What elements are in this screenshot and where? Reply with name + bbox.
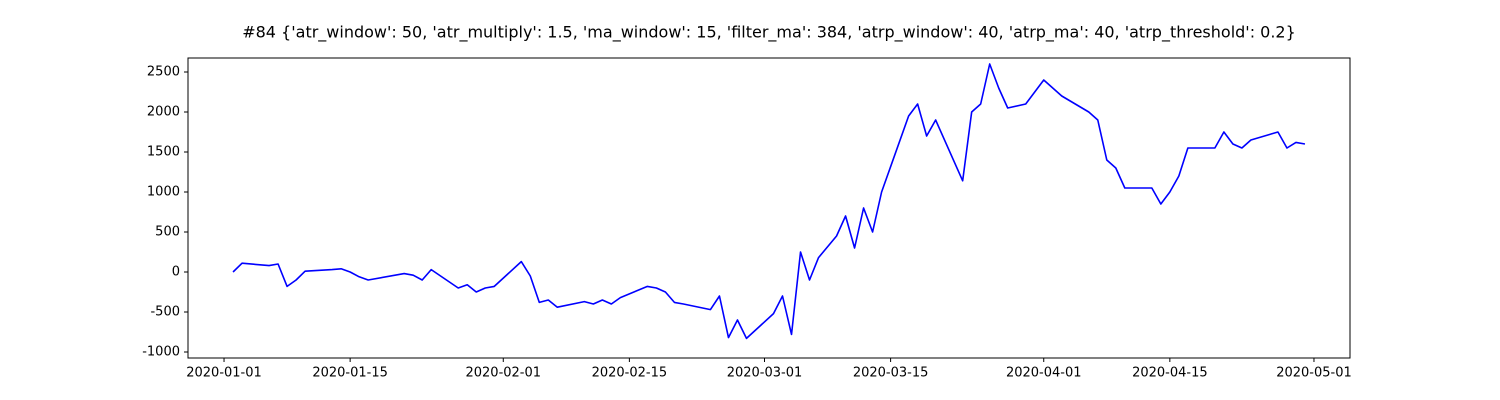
y-tick-label: 1000 [147,185,180,200]
y-tick-label: 1500 [147,145,180,160]
x-tick-label: 2020-04-15 [1132,366,1208,381]
y-tick-label: 2500 [147,65,180,80]
chart-title: #84 {'atr_window': 50, 'atr_multiply': 1… [242,23,1296,43]
x-tick-label: 2020-01-01 [186,366,262,381]
x-tick-label: 2020-02-15 [592,366,668,381]
y-tick-label: -500 [150,305,180,320]
y-tick-label: -1000 [142,345,180,360]
y-tick-label: 0 [172,265,180,280]
x-tick-label: 2020-02-01 [465,366,541,381]
y-tick-label: 500 [155,225,180,240]
x-tick-label: 2020-03-15 [853,366,929,381]
y-tick-label: 2000 [147,105,180,120]
axes-frame [187,57,1351,359]
data-line [232,63,1306,340]
x-tick-label: 2020-03-01 [727,366,803,381]
x-tick-label: 2020-01-15 [312,366,388,381]
x-tick-label: 2020-04-01 [1006,366,1082,381]
x-tick-label: 2020-05-01 [1276,366,1352,381]
